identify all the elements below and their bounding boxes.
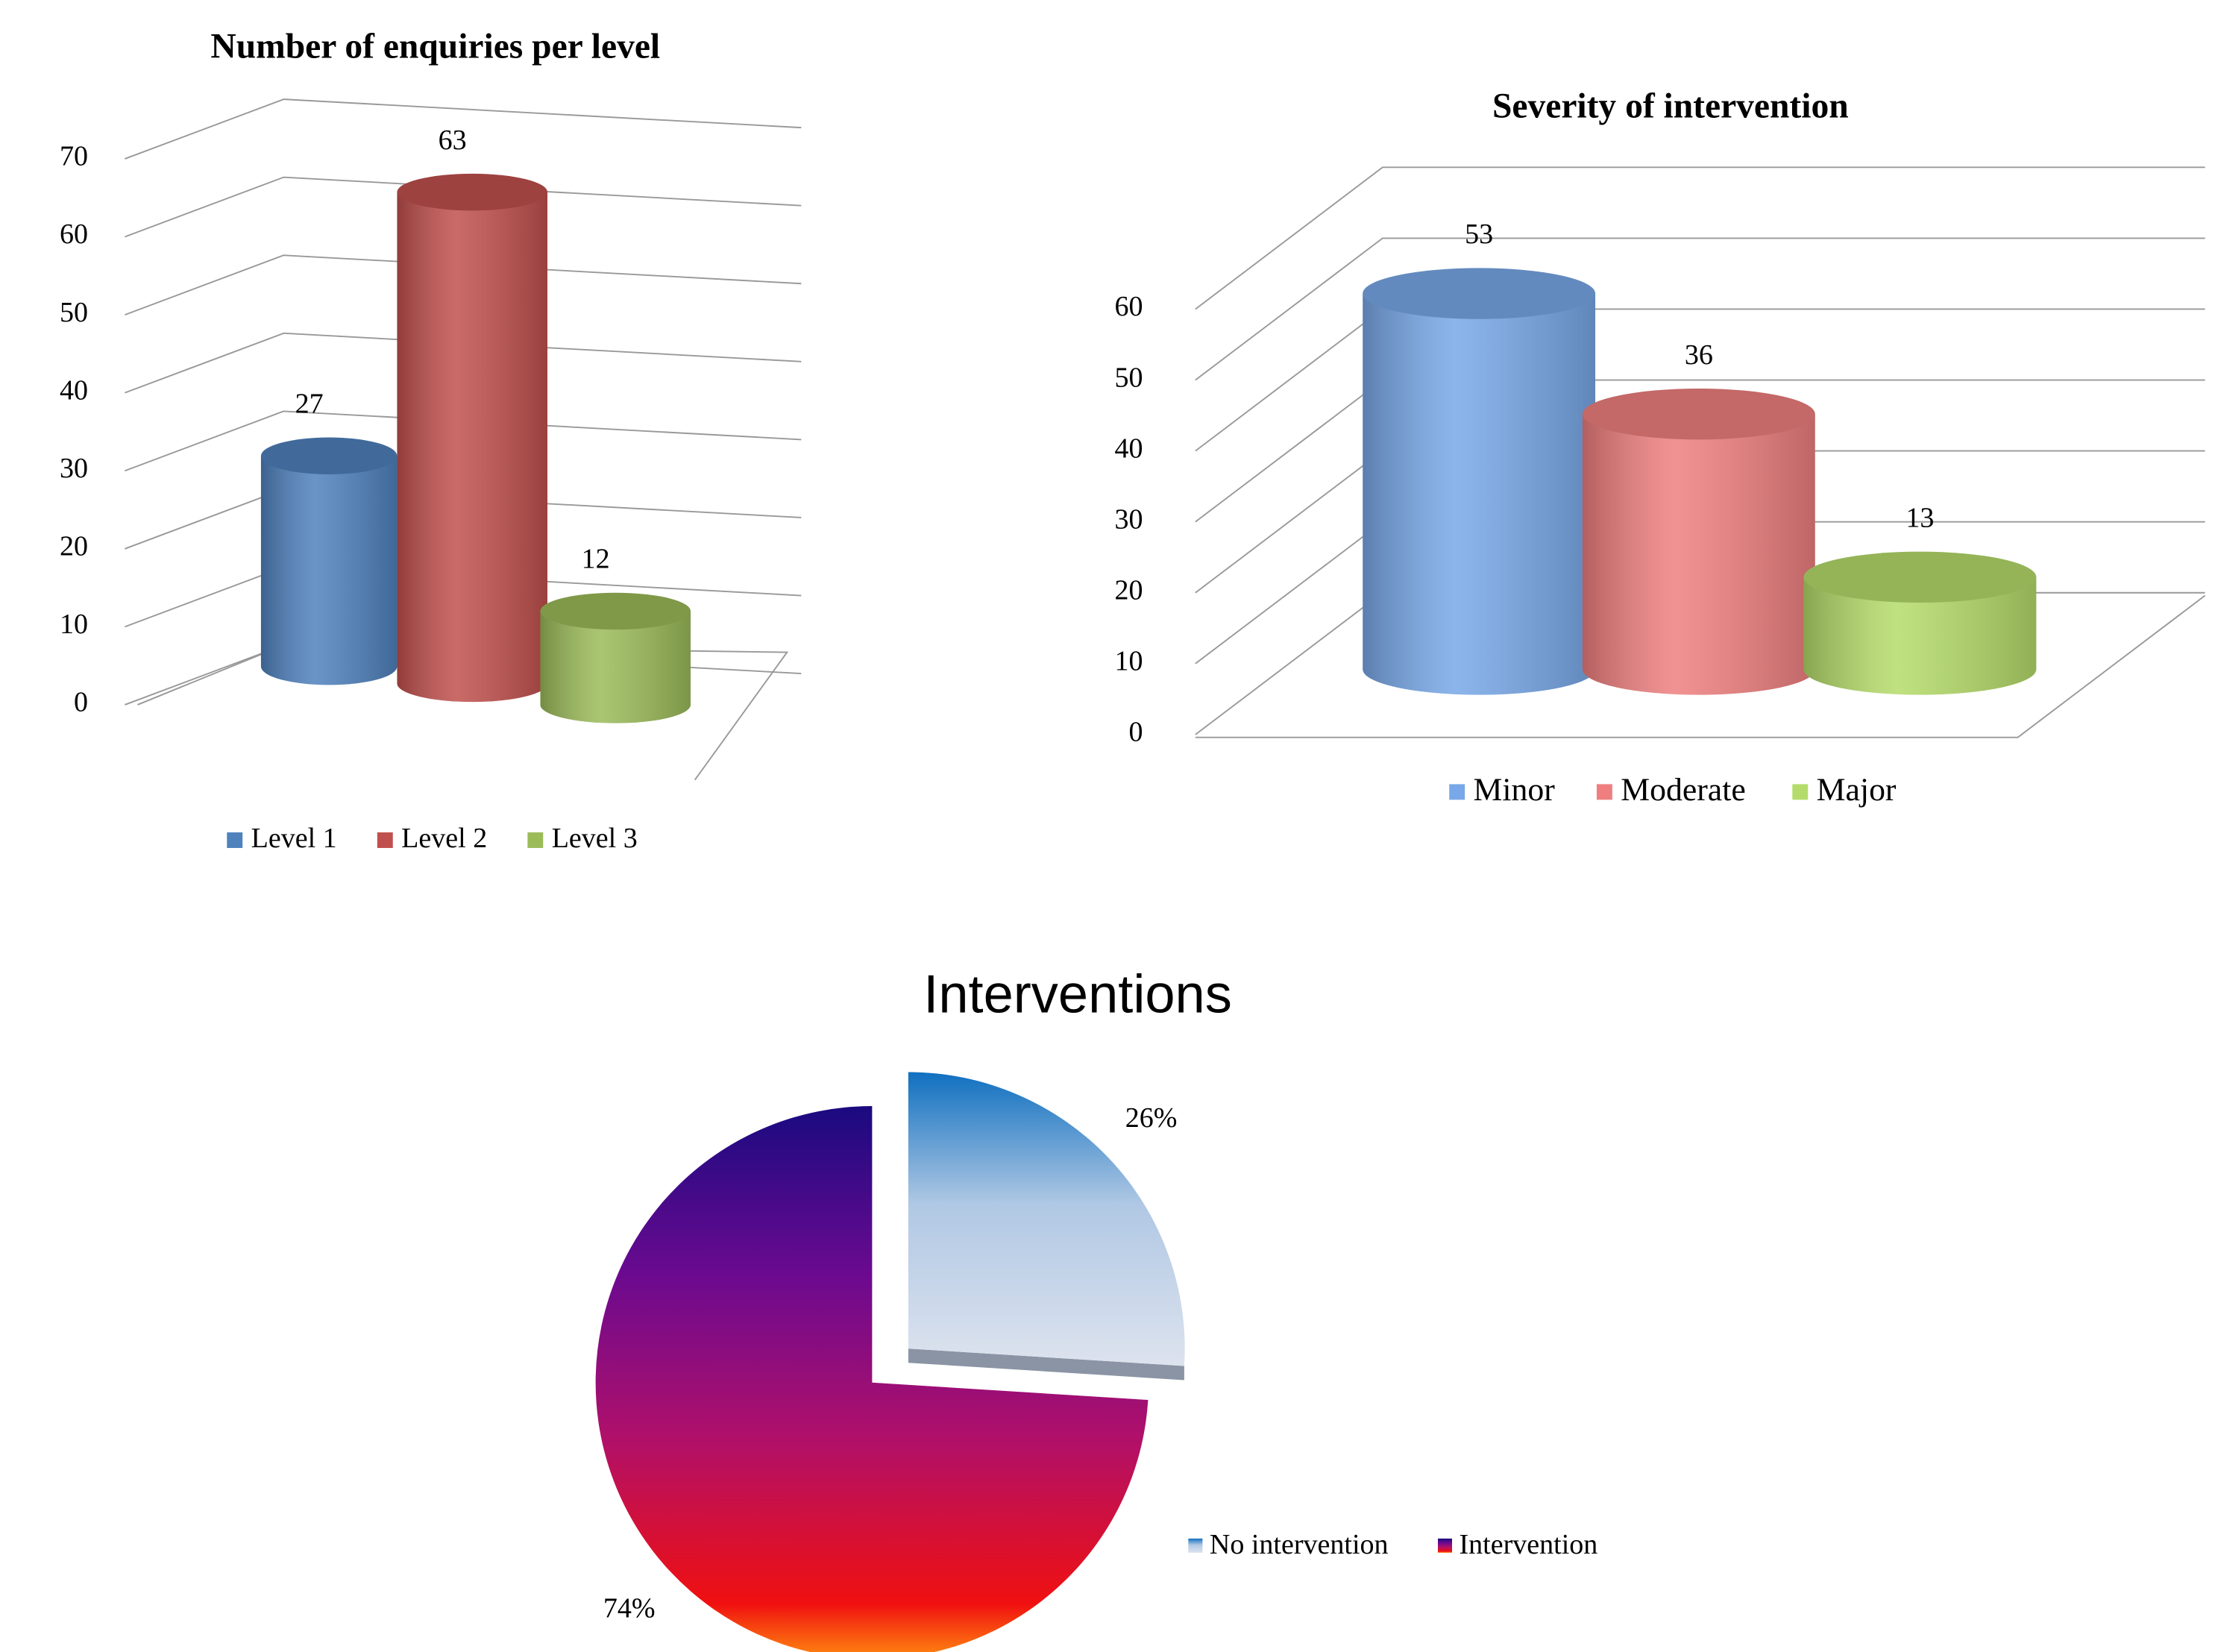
slice <box>908 1072 1185 1366</box>
legend-label: Level 2 <box>401 823 487 854</box>
bar-shade <box>540 611 691 723</box>
slice-edge <box>908 1348 1184 1381</box>
data-label: 13 <box>1905 502 1934 533</box>
grid-line <box>125 410 802 472</box>
y-tick-label: 60 <box>1115 291 1143 322</box>
y-tick-label: 20 <box>60 531 88 562</box>
y-tick-label: 60 <box>60 219 88 250</box>
legend-swatch <box>227 832 243 848</box>
bar-shade <box>1803 577 2037 695</box>
grid-line <box>125 254 802 315</box>
bar-top <box>260 437 398 474</box>
grid-line <box>1195 237 2205 381</box>
y-tick-label: 50 <box>60 297 88 328</box>
bar-shade <box>1582 414 1815 695</box>
data-label: 26% <box>1125 1102 1178 1134</box>
legend-label: Level 3 <box>552 823 638 854</box>
y-tick-label: 0 <box>1129 717 1143 748</box>
data-label: 74% <box>603 1592 656 1624</box>
legend-label: Level 1 <box>251 823 337 854</box>
legend-swatch <box>377 832 393 848</box>
y-tick-label: 10 <box>60 609 88 640</box>
data-label: 12 <box>582 544 610 575</box>
bar-top <box>1803 551 2037 603</box>
bar-top <box>1582 388 1815 440</box>
data-label: 27 <box>295 388 324 419</box>
y-tick-label: 50 <box>1115 362 1143 393</box>
bar-shade <box>397 192 547 703</box>
floor <box>1195 594 2206 738</box>
chart-title: Number of enquiries per level <box>210 27 660 66</box>
grid-line <box>125 98 802 160</box>
slice <box>595 1106 1149 1652</box>
legend-swatch <box>1792 784 1809 800</box>
data-label: 53 <box>1465 219 1493 250</box>
grid-line <box>125 176 802 238</box>
y-tick-label: 40 <box>1115 433 1143 464</box>
legend-label: Intervention <box>1460 1529 1598 1560</box>
bar-top <box>1363 268 1596 319</box>
chart-title: Interventions <box>923 965 1232 1025</box>
grid-line <box>1195 166 2205 310</box>
data-label: 63 <box>439 125 467 156</box>
y-tick-label: 40 <box>60 374 88 406</box>
y-tick-label: 10 <box>1115 646 1143 677</box>
y-tick-label: 70 <box>60 141 88 172</box>
y-tick-label: 30 <box>1115 503 1143 535</box>
y-tick-label: 30 <box>60 453 88 484</box>
legend-label: Moderate <box>1621 772 1746 808</box>
legend-swatch <box>1596 784 1612 800</box>
legend-swatch <box>1188 1538 1203 1553</box>
y-tick-label: 0 <box>74 687 88 718</box>
y-tick-label: 20 <box>1115 574 1143 606</box>
data-label: 36 <box>1685 339 1713 371</box>
bar-top <box>397 173 547 211</box>
legend-label: No intervention <box>1210 1529 1389 1560</box>
bar-shade <box>1363 293 1596 695</box>
bar-top <box>540 592 691 630</box>
legend-swatch <box>1438 1538 1453 1553</box>
legend-label: Major <box>1817 772 1897 808</box>
grid-line <box>125 332 802 394</box>
chart-title: Severity of intervention <box>1492 87 1849 125</box>
bar-shade <box>260 456 398 685</box>
legend-swatch <box>527 832 544 848</box>
legend-swatch <box>1449 784 1465 800</box>
legend-label: Minor <box>1474 772 1556 808</box>
